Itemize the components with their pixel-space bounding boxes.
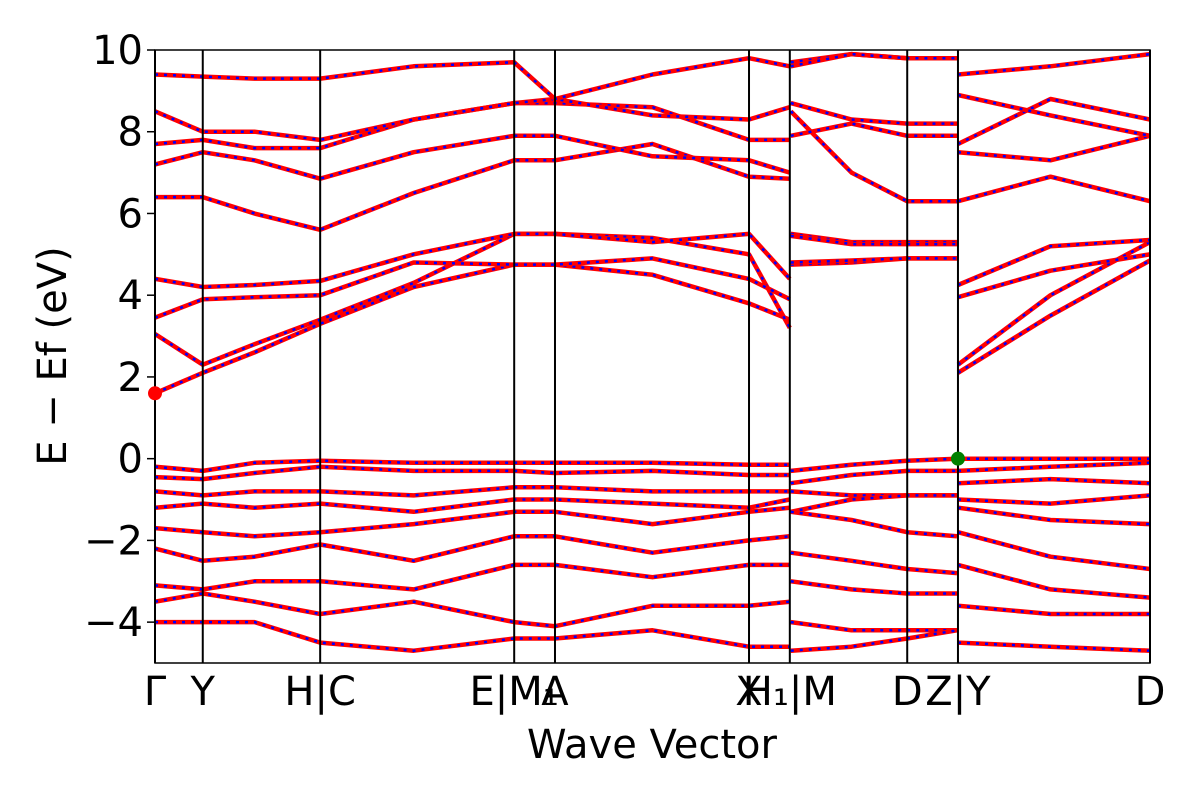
band-line-overlay xyxy=(155,110,1150,232)
band-line-overlay xyxy=(155,530,1150,575)
band-line-overlay xyxy=(155,232,1150,289)
x-tick-label: E|M₁ xyxy=(470,669,559,715)
band-line-overlay xyxy=(155,494,1150,514)
band-line-overlay xyxy=(155,234,1150,319)
y-axis-label: E − Ef (eV) xyxy=(30,246,76,465)
band-line-overlay xyxy=(155,257,1150,395)
band-line xyxy=(155,591,1150,633)
x-tick-label: D xyxy=(892,669,923,715)
band-line-overlay xyxy=(155,93,1150,142)
y-tick-label: 8 xyxy=(118,110,143,156)
band-line xyxy=(155,51,1150,102)
marker-point xyxy=(148,386,162,401)
band-line-overlay xyxy=(155,506,1150,538)
x-tick-label: Y xyxy=(190,669,216,715)
y-tick-label: −2 xyxy=(84,518,143,564)
band-line xyxy=(155,493,1150,515)
band-line-overlay xyxy=(155,52,1150,101)
x-tick-label: X xyxy=(735,669,762,715)
y-tick-label: 0 xyxy=(118,437,143,483)
x-axis-label: Wave Vector xyxy=(527,722,778,768)
band-line-overlay xyxy=(155,457,1150,473)
x-tick-label: A xyxy=(541,669,569,715)
x-tick-label: Γ xyxy=(144,669,167,715)
y-tick-label: 4 xyxy=(118,273,143,319)
band-line xyxy=(155,619,1150,653)
x-tick-label: H|C xyxy=(284,669,355,715)
band-line xyxy=(155,92,1150,143)
x-tick-label: H₁|M xyxy=(743,669,837,715)
band-line-overlay xyxy=(155,52,1150,180)
band-line xyxy=(155,562,1150,600)
y-tick-label: 10 xyxy=(92,28,143,74)
x-tick-label: Z|Y xyxy=(925,669,991,715)
band-line-overlay xyxy=(155,97,1150,150)
band-line-overlay xyxy=(155,592,1150,632)
x-tick-label: D xyxy=(1135,669,1166,715)
band-line xyxy=(155,476,1150,498)
y-tick-label: 6 xyxy=(118,191,143,237)
band-line-overlay xyxy=(155,620,1150,652)
y-tick-label: −4 xyxy=(84,600,143,646)
bands xyxy=(155,51,1150,653)
band-line-overlay xyxy=(155,461,1150,485)
marker-point xyxy=(950,451,965,466)
band-line-overlay xyxy=(155,477,1150,497)
y-tick-label: 2 xyxy=(118,355,143,401)
band-line xyxy=(155,505,1150,539)
band-line-overlay xyxy=(155,563,1150,599)
band-line xyxy=(155,109,1150,233)
